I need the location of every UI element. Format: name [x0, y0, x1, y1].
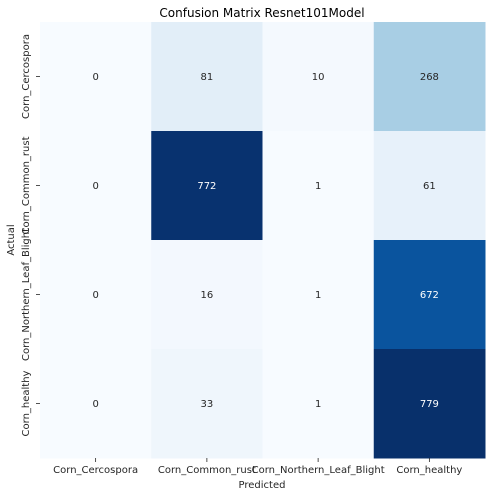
y-axis-label: Actual [6, 224, 17, 255]
y-tick-label: Corn_Cercospora [21, 34, 32, 119]
cell-value-label: 0 [92, 399, 98, 410]
cell-value-label: 10 [312, 72, 325, 83]
cell-value-label: 1 [315, 181, 321, 192]
x-tick-label: Corn_Cercospora [53, 465, 138, 476]
x-tick-label: Corn_Common_rust [158, 465, 256, 476]
cell-value-label: 1 [315, 399, 321, 410]
x-tick-label: Corn_healthy [396, 465, 462, 476]
cell-value-label: 61 [423, 181, 436, 192]
cell-value-label: 0 [92, 290, 98, 301]
cell-value-label: 779 [420, 399, 439, 410]
x-tick-label: Corn_Northern_Leaf_Blight [252, 465, 385, 476]
x-axis-ticks: Corn_Cercospora Corn_Common_rustCorn_Nort… [53, 458, 462, 476]
y-tick-label: Corn_healthy [21, 370, 32, 436]
cell-value-label: 772 [197, 181, 216, 192]
y-axis-ticks: Corn_Cercospora Corn_Common_rustCorn_Nort… [21, 34, 40, 436]
cell-value-label: 0 [92, 181, 98, 192]
cell-value-label: 0 [92, 72, 98, 83]
chart-title: Confusion Matrix Resnet101Model [159, 6, 364, 20]
x-axis-label: Predicted [239, 480, 286, 491]
cell-value-label: 268 [420, 72, 439, 83]
cell-value-label: 16 [201, 290, 214, 301]
cell-value-label: 672 [420, 290, 439, 301]
y-tick-label: Corn_Common_rust [21, 136, 32, 234]
cell-value-label: 33 [201, 399, 214, 410]
cell-value-label: 1 [315, 290, 321, 301]
y-tick-label: Corn_Northern_Leaf_Blight [21, 228, 32, 361]
cell-value-label: 81 [201, 72, 214, 83]
